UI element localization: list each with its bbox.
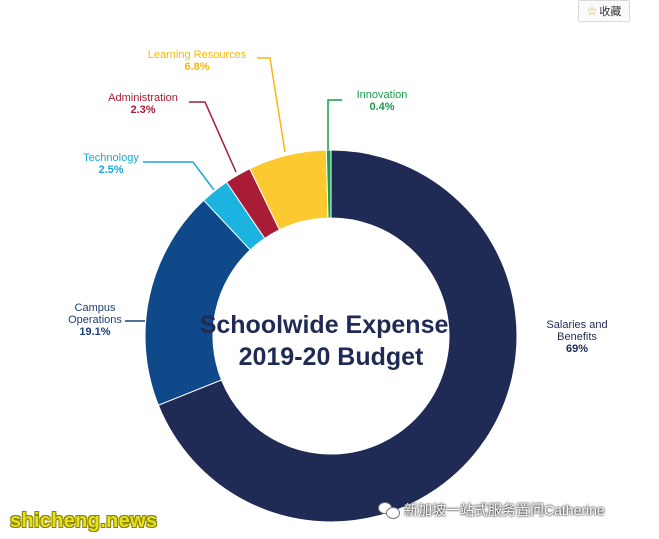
slice-label: Salaries and Benefits 69% — [546, 319, 607, 355]
chart-subtitle: 2019-20 Budget — [239, 343, 424, 371]
slice-label: Technology 2.5% — [83, 152, 139, 176]
slice-label: Campus Operations 19.1% — [68, 302, 122, 338]
wechat-icon — [378, 501, 400, 519]
slice-value: 2.5% — [98, 164, 123, 176]
leader-line — [189, 101, 237, 173]
slice-name: Learning Resources — [148, 49, 247, 61]
star-icon: ☆ — [586, 4, 598, 18]
favorite-button[interactable]: ☆ 收藏 — [578, 0, 630, 22]
chart-title: Schoolwide Expenses — [200, 311, 463, 339]
slice-name: Benefits — [557, 331, 597, 343]
pie-slice — [325, 149, 332, 219]
slice-name: Innovation — [357, 89, 408, 101]
leader-line — [327, 99, 342, 150]
slice-name: Operations — [68, 314, 122, 326]
slice-value: 19.1% — [79, 326, 110, 338]
slice-name: Campus — [75, 302, 116, 314]
favorite-label: 收藏 — [599, 6, 622, 18]
pie-slice — [157, 149, 518, 523]
slice-value: 69% — [566, 343, 588, 355]
leader-line — [257, 57, 286, 153]
slice-value: 6.8% — [184, 61, 209, 73]
account-watermark: 新加坡一站式服务置问Catherine — [378, 500, 605, 520]
slice-label: Learning Resources 6.8% — [148, 49, 247, 73]
leader-line — [143, 161, 215, 191]
slice-name: Technology — [83, 152, 139, 164]
site-watermark: shicheng.news — [10, 510, 158, 532]
slice-name: Salaries and — [546, 319, 607, 331]
slice-value: 0.4% — [369, 101, 394, 113]
account-watermark-text: 新加坡一站式服务置问Catherine — [404, 502, 605, 518]
slice-value: 2.3% — [130, 104, 155, 116]
slice-label: Administration 2.3% — [108, 92, 178, 116]
slice-label: Innovation 0.4% — [357, 89, 408, 113]
slice-name: Administration — [108, 92, 178, 104]
